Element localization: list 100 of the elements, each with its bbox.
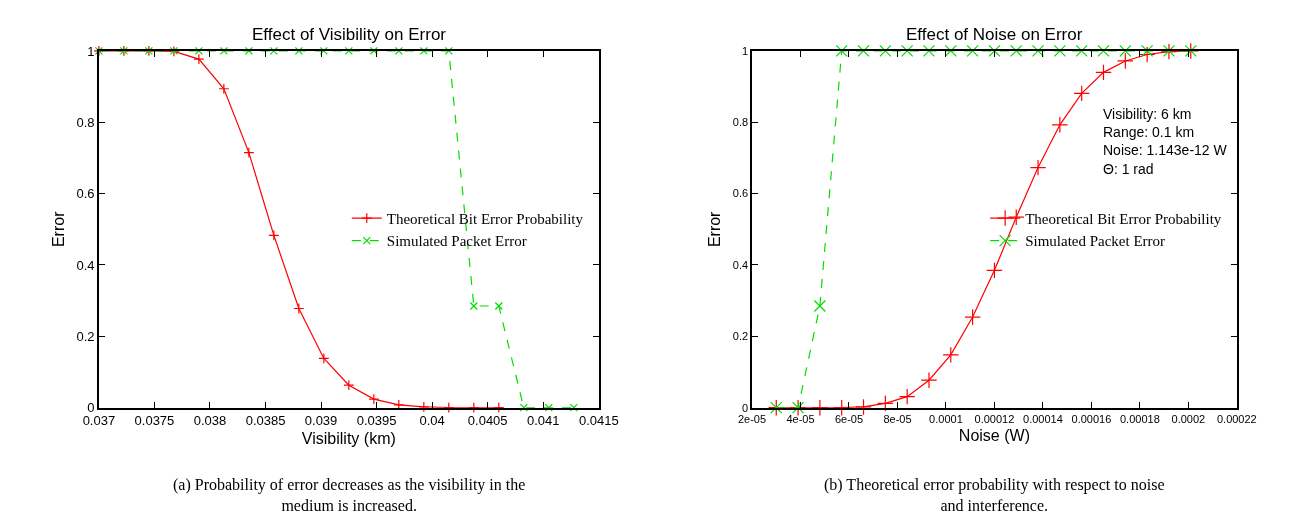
point [811, 399, 829, 416]
point [369, 46, 378, 56]
point [244, 46, 253, 56]
point [444, 46, 453, 56]
x-tick-label: 2e-05 [737, 412, 767, 425]
point [494, 301, 503, 311]
point [394, 46, 403, 56]
text: (b) Theoretical error probability with respect to noise and interference. [824, 476, 1165, 514]
point [988, 44, 1001, 58]
point [1117, 52, 1134, 70]
point [268, 229, 280, 241]
x-tick-label: 0.0395 [356, 413, 397, 429]
point [922, 44, 936, 58]
point [344, 46, 353, 56]
y-tick-label: 0.6 [76, 186, 95, 202]
point [1010, 44, 1023, 58]
point [319, 46, 328, 56]
point [219, 46, 228, 56]
point [1141, 44, 1154, 58]
y-tick-label: 0.4 [732, 258, 749, 271]
point [569, 403, 578, 412]
point [318, 352, 330, 364]
y-tick-label: 1 [741, 44, 749, 57]
y-tick-label: 0.8 [732, 116, 749, 129]
x-tick-label: 0.038 [193, 413, 227, 429]
point [418, 401, 430, 413]
x-tick-label: 6e-05 [834, 412, 864, 425]
x-tick-label: 0.037 [82, 413, 116, 429]
point [942, 346, 960, 364]
annotation: Visibility: 6 km Range: 0.1 km Noise: 1.143e-12 W Θ: 1 rad [1103, 106, 1228, 177]
y-tick-label: 1 [87, 43, 95, 59]
point [833, 399, 851, 416]
y-axis-title: Error [706, 210, 724, 248]
point [419, 46, 428, 56]
legend-label: Theoretical Bit Error Probability [1025, 210, 1222, 227]
y-axis-title: Error [49, 210, 67, 248]
point [1119, 44, 1132, 58]
x-tick-label: 0.039 [304, 413, 338, 429]
point [443, 402, 455, 414]
point [544, 403, 553, 412]
point [1097, 44, 1110, 58]
point [920, 371, 938, 389]
point [243, 147, 255, 159]
point [855, 398, 872, 416]
point [1138, 46, 1156, 63]
x-tick-label: 0.0375 [134, 413, 175, 429]
point [901, 44, 914, 58]
point [493, 402, 505, 414]
y-tick-label: 0.2 [76, 328, 95, 344]
point [519, 403, 528, 412]
legend-label: Simulated Packet Error [386, 233, 527, 250]
point [194, 46, 203, 56]
y-tick-label: 0 [87, 400, 95, 416]
point [218, 83, 230, 95]
point [898, 388, 916, 405]
point [964, 308, 981, 326]
y-tick-label: 0 [741, 401, 749, 414]
point [1095, 64, 1112, 81]
point [469, 301, 478, 311]
x-tick-label: 8e-05 [883, 412, 912, 425]
y-tick-label: 0.4 [76, 257, 95, 273]
legend-label: Theoretical Bit Error Probability [386, 210, 584, 227]
point [1075, 44, 1088, 58]
point [1029, 159, 1047, 176]
x-tick-label: 0.00014 [1023, 412, 1063, 425]
point [1031, 44, 1045, 58]
y-tick-label: 0.8 [76, 114, 95, 130]
point [877, 395, 894, 412]
point [269, 46, 278, 56]
x-tick-label: 0.00012 [974, 412, 1015, 425]
point [193, 53, 205, 65]
point [293, 303, 305, 314]
point [294, 46, 303, 56]
point [1051, 116, 1069, 134]
x-axis-title: Noise (W) [958, 426, 1030, 444]
x-tick-label: 0.0415 [578, 413, 619, 429]
point [468, 402, 480, 414]
x-axis-title: Visibility (km) [301, 430, 396, 448]
point [835, 44, 848, 58]
point [879, 44, 892, 58]
point [1073, 85, 1090, 102]
point [1053, 44, 1066, 58]
x-tick-label: 0.00016 [1071, 412, 1112, 425]
point [986, 262, 1003, 279]
chart-title: Effect of Noise on Error [906, 25, 1083, 44]
x-tick-label: 0.0002 [1171, 412, 1206, 425]
x-tick-label: 0.0405 [467, 413, 508, 429]
point [966, 44, 979, 58]
y-tick-label: 0.6 [732, 187, 749, 200]
x-tick-label: 4e-05 [786, 412, 815, 425]
x-tick-label: 0.0001 [929, 412, 963, 425]
point [813, 299, 826, 313]
x-tick-label: 0.041 [526, 413, 560, 429]
chart-title: Effect of Visibility on Error [252, 25, 447, 44]
point [857, 44, 870, 58]
y-tick-label: 0.2 [732, 330, 749, 343]
text: (a) Probability of error decreases as the visibility in the medium is increased. [173, 476, 526, 514]
x-tick-label: 0.00018 [1119, 412, 1160, 425]
legend-label: Simulated Packet Error [1025, 233, 1166, 250]
point [343, 379, 355, 391]
